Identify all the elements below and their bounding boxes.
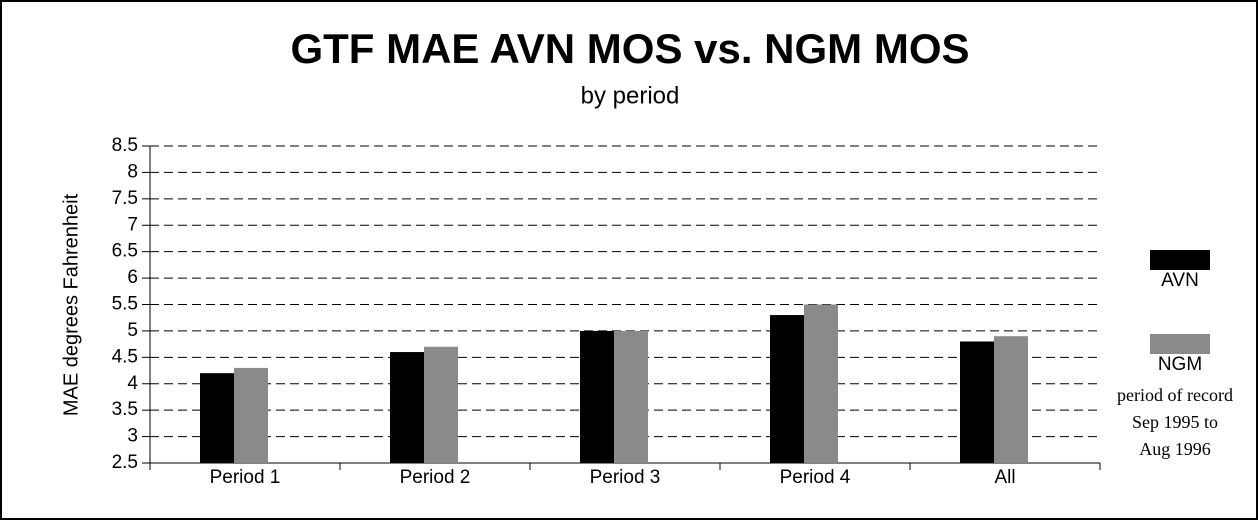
y-tick-label: 7.5 bbox=[112, 188, 138, 209]
bar bbox=[580, 330, 614, 463]
legend-swatch bbox=[1150, 250, 1210, 270]
annotation: period of record bbox=[1117, 385, 1233, 405]
y-tick-label: 8 bbox=[127, 161, 138, 182]
bar bbox=[390, 352, 424, 463]
bar bbox=[804, 304, 838, 463]
legend-swatch bbox=[1150, 334, 1210, 354]
x-tick-label: All bbox=[994, 467, 1015, 488]
bar bbox=[424, 346, 458, 463]
y-tick-label: 3 bbox=[127, 426, 138, 447]
bar bbox=[200, 373, 234, 463]
x-tick-label: Period 1 bbox=[210, 467, 281, 488]
legend-label: AVN bbox=[1161, 270, 1199, 291]
bar bbox=[614, 330, 648, 463]
y-tick-label: 8.5 bbox=[112, 135, 138, 156]
chart-title: GTF MAE AVN MOS vs. NGM MOS bbox=[290, 25, 969, 72]
y-axis-label: MAE degrees Fahrenheit bbox=[60, 193, 82, 416]
annotation: Aug 1996 bbox=[1139, 439, 1211, 459]
y-tick-label: 6.5 bbox=[112, 241, 138, 262]
bar bbox=[770, 315, 804, 463]
y-tick-label: 2.5 bbox=[112, 452, 138, 473]
y-tick-label: 4.5 bbox=[112, 346, 138, 367]
bar bbox=[234, 367, 268, 463]
y-tick-label: 3.5 bbox=[112, 399, 138, 420]
x-tick-label: Period 4 bbox=[780, 467, 851, 488]
x-tick-label: Period 3 bbox=[590, 467, 661, 488]
legend-label: NGM bbox=[1158, 354, 1202, 375]
bar bbox=[960, 341, 994, 463]
annotation: Sep 1995 to bbox=[1132, 412, 1218, 432]
y-tick-label: 4 bbox=[127, 373, 138, 394]
y-tick-label: 5 bbox=[127, 320, 138, 341]
y-tick-label: 7 bbox=[127, 214, 138, 235]
bar bbox=[994, 336, 1028, 463]
y-tick-label: 6 bbox=[127, 267, 138, 288]
chart-subtitle: by period bbox=[581, 82, 680, 109]
x-tick-label: Period 2 bbox=[400, 467, 471, 488]
y-tick-label: 5.5 bbox=[112, 294, 138, 315]
